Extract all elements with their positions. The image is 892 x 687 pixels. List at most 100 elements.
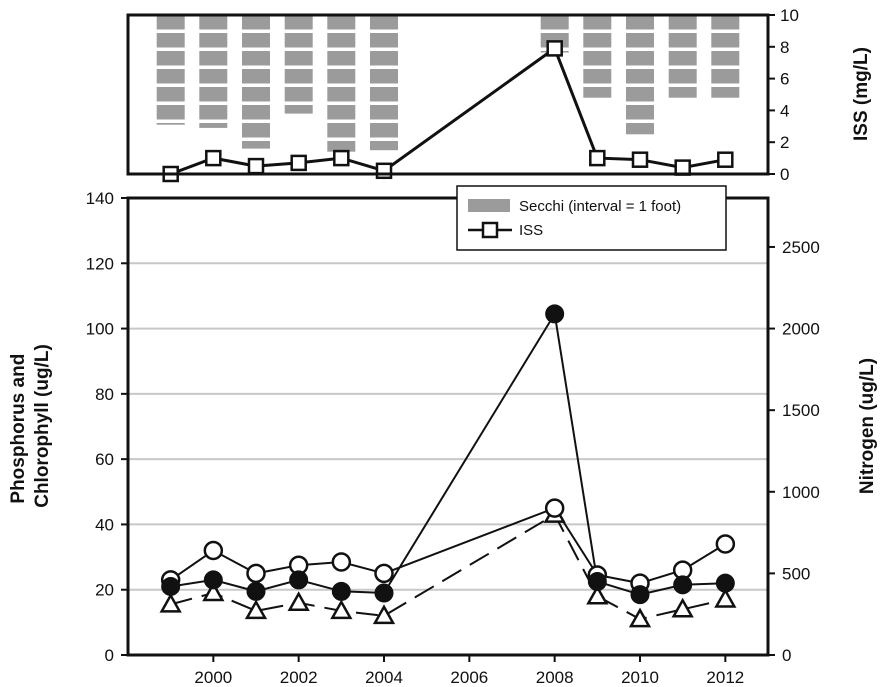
secchi-bar-segment: [284, 33, 313, 48]
iss-tick-label: 6: [780, 70, 789, 89]
iss-panel-frame: [126, 13, 770, 176]
iss-marker: [290, 154, 307, 172]
iss-tick-label: 8: [780, 38, 789, 57]
secchi-bar-segment: [156, 105, 185, 120]
secchi-bar-segment: [199, 15, 228, 30]
secchi-bar-segment: [199, 33, 228, 48]
marker-open-circle: [544, 498, 565, 518]
secchi-bar-segment: [370, 69, 398, 84]
right-tick-label: 500: [782, 564, 810, 583]
secchi-bar-segment: [327, 123, 356, 138]
secchi-bar-segment: [156, 15, 185, 30]
grid-lines: [128, 262, 768, 591]
marker-filled-circle: [331, 581, 351, 601]
secchi-bar-segment: [626, 87, 654, 102]
iss-tick-label: 0: [780, 165, 789, 184]
secchi-bar-segment: [711, 15, 740, 30]
series-line-solid_filled_circle: [170, 311, 726, 596]
iss-marker: [546, 40, 563, 57]
legend-secchi-swatch: [468, 199, 510, 212]
marker-open-triangle: [586, 584, 609, 605]
secchi-bar-segment: [327, 33, 356, 48]
marker-filled-circle: [715, 573, 735, 593]
iss-axis-ticks: 0 2 4 6 8 10: [768, 6, 799, 184]
secchi-bar-segment: [583, 51, 612, 66]
marker-filled-circle: [587, 572, 607, 592]
marker-filled-circle: [246, 581, 266, 601]
secchi-bar-segment: [668, 15, 697, 30]
secchi-bars: [156, 15, 740, 152]
left-tick-label: 20: [95, 581, 114, 600]
marker-open-circle: [715, 534, 736, 554]
marker-open-triangle: [330, 599, 353, 620]
secchi-bar-segment: [626, 51, 654, 66]
secchi-bar-segment: [156, 123, 185, 125]
secchi-bar-segment: [370, 51, 398, 66]
secchi-bar-segment: [284, 15, 313, 30]
left-axis-ticks: 0 20 40 60 80 100 120 140: [86, 189, 128, 665]
x-tick-label: 2006: [450, 668, 488, 687]
marker-filled-circle: [161, 576, 181, 596]
secchi-bar-segment: [370, 105, 398, 120]
secchi-bar-segment: [242, 87, 270, 102]
right-axis-ticks: 0 500 1000 1500 2000 2500: [768, 238, 820, 665]
secchi-bar-segment: [242, 123, 270, 138]
marker-filled-circle: [289, 570, 309, 590]
secchi-bar-segment: [156, 51, 185, 66]
secchi-bar-segment: [668, 69, 697, 84]
legend-box: [456, 185, 727, 251]
iss-marker: [375, 162, 393, 180]
secchi-bar-segment: [242, 141, 270, 149]
iss-marker: [247, 157, 265, 175]
secchi-bar-segment: [327, 69, 356, 84]
secchi-bar-segment: [583, 33, 612, 48]
marker-filled-circle: [673, 575, 693, 595]
x-axis-ticks: 2000 2002 2004 2006 2008 2010 2012: [194, 655, 744, 687]
right-tick-label: 1500: [782, 401, 820, 420]
x-tick-label: 2012: [706, 668, 744, 687]
secchi-bar-segment: [711, 87, 740, 98]
left-tick-label: 120: [86, 254, 114, 273]
iss-marker: [717, 151, 734, 168]
marker-filled-circle: [203, 570, 223, 590]
secchi-bar-segment: [199, 105, 228, 120]
marker-open-circle: [203, 540, 224, 561]
left-axis-title-line-2: Chlorophyll (ug/L): [32, 344, 53, 508]
secchi-bar-segment: [668, 51, 697, 66]
secchi-bar-segment: [711, 51, 740, 66]
marker-open-triangle: [202, 581, 225, 602]
marker-open-triangle: [372, 604, 396, 625]
left-tick-label: 100: [86, 320, 114, 339]
legend-secchi-label: Secchi (interval = 1 foot): [519, 198, 681, 215]
marker-filled-circle: [630, 585, 650, 605]
secchi-bar-segment: [583, 15, 612, 30]
secchi-bar-segment: [199, 51, 228, 66]
marker-open-triangle: [671, 597, 694, 618]
secchi-bar-segment: [327, 105, 356, 120]
right-tick-label: 0: [782, 646, 791, 665]
left-tick-label: 60: [95, 450, 114, 469]
right-tick-label: 2000: [782, 320, 820, 339]
left-tick-label: 40: [95, 515, 114, 534]
secchi-bar-segment: [284, 105, 313, 114]
secchi-bar-segment: [668, 87, 697, 98]
secchi-bar-segment: [327, 15, 356, 30]
secchi-bar-segment: [583, 69, 612, 84]
marker-filled-circle: [374, 583, 394, 603]
secchi-bar-segment: [583, 87, 612, 98]
secchi-bar-segment: [242, 15, 270, 30]
secchi-bar-segment: [711, 69, 740, 84]
iss-marker: [589, 149, 606, 167]
left-tick-label: 80: [95, 385, 114, 404]
x-tick-label: 2008: [536, 668, 574, 687]
left-tick-label: 0: [105, 646, 114, 665]
secchi-bar-segment: [626, 33, 654, 48]
secchi-bar-segment: [199, 69, 228, 84]
legend: Secchi (interval = 1 foot) ISS: [456, 185, 727, 251]
secchi-bar-segment: [242, 33, 270, 48]
left-axis-title: Phosphorus and Chlorophyll (ug/L): [8, 344, 53, 508]
marker-open-circle: [374, 563, 394, 584]
x-tick-label: 2000: [194, 668, 232, 687]
left-axis-title-line-1: Phosphorus and: [8, 354, 29, 504]
